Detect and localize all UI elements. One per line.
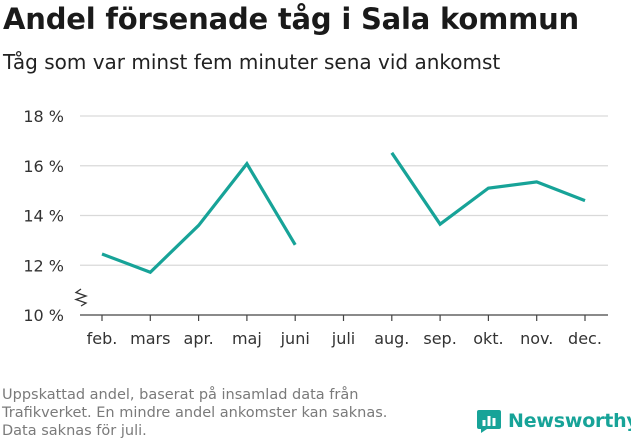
footnote-line-2: Trafikverket. En mindre andel ankomster … — [2, 405, 388, 421]
x-tick-label: sep. — [423, 329, 456, 348]
series-lines — [101, 151, 586, 275]
x-tick-label: okt. — [473, 329, 503, 348]
bar-chart-logo-icon — [477, 410, 501, 433]
x-tick-label: juni — [280, 329, 310, 348]
x-tick-label: juli — [331, 329, 355, 348]
axis-break-icon — [74, 288, 88, 307]
chart-subtitle: Tåg som var minst fem minuter sena vid a… — [3, 50, 501, 74]
footnote-line-3: Data saknas för juli. — [2, 423, 147, 439]
brand-name: Newsworthy — [508, 410, 631, 432]
chart-title: Andel försenade tåg i Sala kommun — [3, 2, 580, 36]
x-tick-label: nov. — [520, 329, 553, 348]
series-line-segment — [390, 151, 586, 227]
footnote-line-1: Uppskattad andel, baserat på insamlad da… — [2, 387, 359, 403]
y-tick-label: 18 % — [23, 107, 64, 126]
y-tick-label: 12 % — [23, 256, 64, 275]
x-tick-label: feb. — [87, 329, 118, 348]
y-tick-label: 14 % — [23, 207, 64, 226]
series-line-segment — [101, 160, 297, 275]
x-axis-ticks: feb. mars apr. maj juni juli aug. sep. okt. nov. d… — [87, 315, 602, 348]
x-tick-label: apr. — [184, 329, 214, 348]
x-tick-label: dec. — [568, 329, 602, 348]
y-tick-label: 16 % — [23, 157, 64, 176]
y-tick-label: 10 % — [23, 306, 64, 325]
footnote: Uppskattad andel, baserat på insamlad da… — [2, 386, 442, 440]
line-chart: 10 % 12 % 14 % 16 % 18 % feb. mars apr. maj juni… — [23, 107, 608, 348]
y-axis-ticks: 10 % 12 % 14 % 16 % 18 % — [23, 107, 64, 325]
gridlines — [80, 115, 608, 316]
x-tick-label: maj — [232, 329, 262, 348]
x-tick-label: aug. — [374, 329, 409, 348]
brand-logo: Newsworthy — [476, 408, 631, 434]
x-tick-label: mars — [130, 329, 170, 348]
